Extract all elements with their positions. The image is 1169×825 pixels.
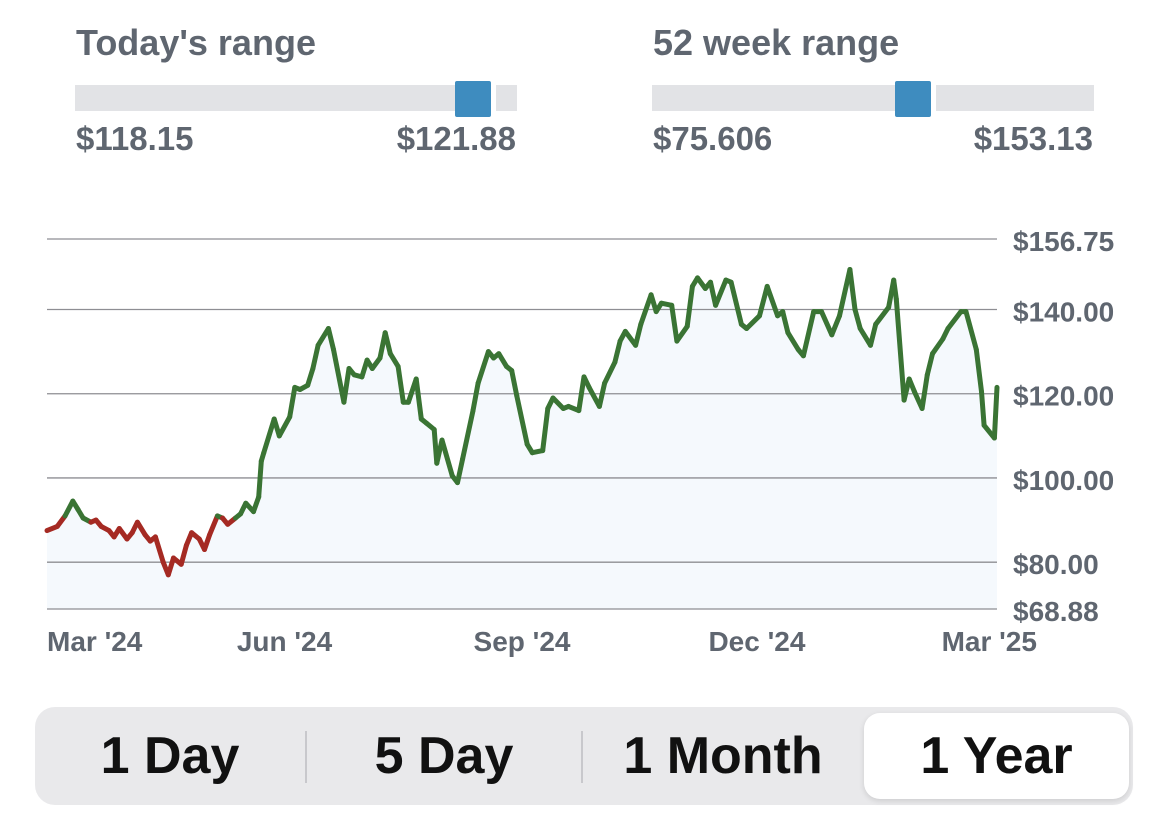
chart-area-fill <box>47 269 997 609</box>
price-line-segment-up <box>963 309 979 352</box>
period-divider <box>581 731 583 783</box>
week52-range-title: 52 week range <box>653 22 900 63</box>
price-line-segment-up <box>780 309 791 336</box>
x-tick-label: Jun '24 <box>237 626 333 657</box>
price-line-segment-up <box>852 307 863 331</box>
price-line-segment-up <box>891 277 899 302</box>
week52-range-low: $75.606 <box>653 120 773 157</box>
price-line-segment-up <box>514 393 530 447</box>
price-line-segment-up <box>847 267 858 312</box>
price-line-segment-up <box>919 372 930 411</box>
week52-range-marker <box>894 81 931 117</box>
price-line-segment-up <box>744 313 762 331</box>
price-line-segment-up <box>979 389 987 428</box>
price-line-segment-up <box>837 267 853 319</box>
price-line-segment-up <box>868 321 879 348</box>
period-option-1-year[interactable]: 1 Year <box>920 727 1073 785</box>
price-line-segment-up <box>439 437 455 479</box>
price-line-segment-up <box>475 349 491 386</box>
price-line-segment-up <box>819 309 835 338</box>
price-line-segment-down <box>178 542 189 567</box>
week52-range-track <box>652 85 1094 111</box>
price-line-segment-up <box>331 347 347 405</box>
price-line-segment-up <box>893 296 907 403</box>
price-line-segment-up <box>305 366 316 388</box>
price-line-segment-up <box>395 363 406 405</box>
price-line-segment-up <box>713 277 729 308</box>
y-tick-label: $140.00 <box>1013 297 1114 328</box>
period-divider <box>305 731 307 783</box>
period-selected-indicator <box>864 713 1129 799</box>
period-option-1-month[interactable]: 1 Month <box>623 727 823 785</box>
price-line-segment-up <box>800 309 817 359</box>
y-tick-label: $80.00 <box>1013 549 1099 580</box>
price-line-segment-up <box>596 380 608 409</box>
price-line-segment-up <box>602 359 618 386</box>
price-line-segment-up <box>785 330 801 352</box>
price-line-segment-up <box>509 368 520 399</box>
price-line-segment-down <box>207 513 220 538</box>
price-line-segment-up <box>924 351 935 378</box>
price-line-segment-up <box>757 283 770 319</box>
price-line-segment-up <box>287 384 298 420</box>
x-tick-label: Mar '24 <box>47 626 143 657</box>
todays-range-high: $121.88 <box>396 120 516 157</box>
price-line-segment-up <box>382 330 393 357</box>
price-line-segment-up <box>576 374 587 414</box>
price-line-segment-up <box>633 321 644 348</box>
period-option-5-day[interactable]: 5 Day <box>374 727 514 785</box>
price-line-segment-up <box>991 384 1000 441</box>
y-tick-label: $156.75 <box>1013 226 1114 257</box>
price-line-segment-up <box>341 366 352 405</box>
price-line-segment-up <box>455 456 466 486</box>
price-line-segment-down <box>165 555 176 578</box>
price-line-segment-up <box>310 342 321 371</box>
price-line-segment-up <box>684 283 695 329</box>
x-tick-label: Sep '24 <box>474 626 571 657</box>
price-line-segment-up <box>669 302 680 344</box>
price-line-segment-up <box>261 416 277 456</box>
price-line-segment-up <box>460 408 476 462</box>
price-line-segment-up <box>674 323 690 344</box>
todays-range-track <box>75 85 517 111</box>
price-line-segment-down <box>202 532 213 552</box>
week52-range-gap <box>930 85 936 111</box>
price-line-segment-up <box>470 380 481 414</box>
price-line-segment-up <box>325 326 336 352</box>
price-line-segment-up <box>930 336 946 357</box>
price-line-segment-up <box>829 313 842 338</box>
price-line-segment-up <box>638 292 654 327</box>
period-option-1-day[interactable]: 1 Day <box>100 727 240 785</box>
y-tick-label: $68.88 <box>1013 596 1099 627</box>
y-tick-label: $100.00 <box>1013 465 1114 496</box>
price-line-segment-up <box>413 376 424 422</box>
price-line-segment-up <box>873 304 892 327</box>
price-line-segment-up <box>728 279 744 327</box>
price-line-segment-up <box>973 347 984 395</box>
price-line-segment-up <box>540 406 551 454</box>
y-tick-label: $120.00 <box>1013 381 1114 412</box>
price-line-segment-up <box>612 338 623 365</box>
todays-range-title: Today's range <box>76 22 316 63</box>
week52-range-high: $153.13 <box>973 120 1093 157</box>
todays-range-low: $118.15 <box>76 120 194 157</box>
price-line-segment-up <box>251 494 262 515</box>
price-line-segment-up <box>276 414 293 439</box>
price-chart: $156.75 $140.00 $120.00 $100.00 $80.00 $68.88… <box>44 226 1114 657</box>
price-line-segment-up <box>945 309 964 331</box>
price-line-segment-up <box>256 458 264 500</box>
period-selector: 1 Day 5 Day 1 Month 1 Year <box>35 707 1133 805</box>
todays-range-gap <box>490 85 496 111</box>
todays-range-marker <box>454 81 491 117</box>
price-line-segment-up <box>764 283 781 319</box>
x-tick-label: Dec '24 <box>708 626 805 657</box>
price-line-segment-down <box>152 534 166 565</box>
x-tick-label: Mar '25 <box>942 626 1037 657</box>
